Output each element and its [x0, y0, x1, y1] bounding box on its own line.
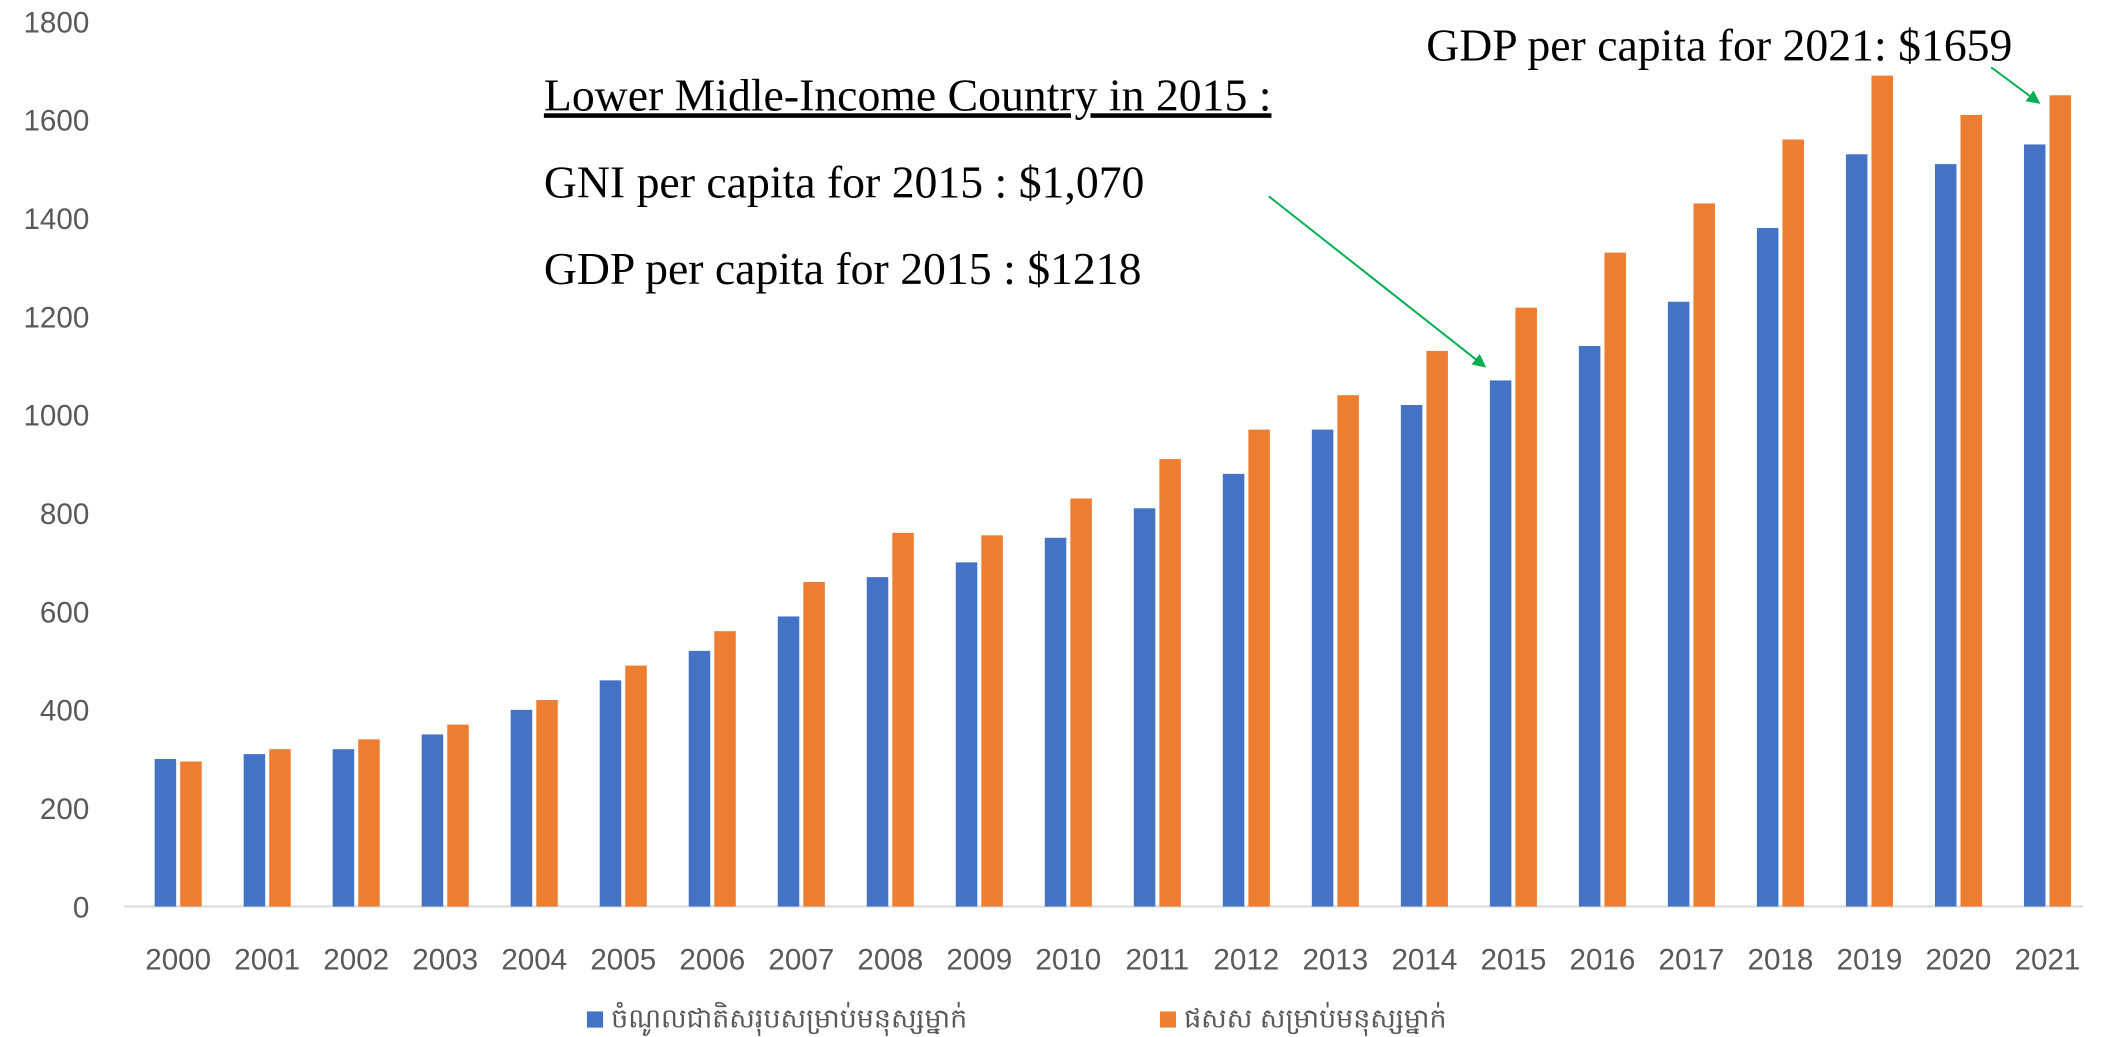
annotation: GDP per capita for 2021: $1659 [1426, 20, 2012, 71]
x-tick-label: 2010 [1035, 944, 1101, 977]
bar [1222, 473, 1245, 907]
x-tick-label: 2000 [145, 944, 211, 977]
legend-swatch [586, 1011, 604, 1028]
y-tick-label: 800 [40, 498, 89, 531]
bar [1489, 380, 1512, 907]
bar [981, 535, 1003, 907]
x-tick-label: 2013 [1302, 944, 1368, 977]
bar [358, 739, 380, 907]
annotation: GDP per capita for 2015 : $1218 [544, 243, 1142, 294]
bar [1515, 307, 1537, 907]
x-tick-label: 2007 [768, 944, 834, 977]
bar [1044, 537, 1067, 907]
x-tick-label: 2015 [1480, 944, 1546, 977]
bar [154, 759, 177, 907]
x-tick-label: 2001 [234, 944, 300, 977]
bar [1400, 405, 1423, 907]
bar [1782, 139, 1804, 907]
bar [1960, 114, 1983, 907]
legend-label: ផសស សម្រាប់មនុស្សម្នាក់ [1184, 1002, 1446, 1037]
bar [599, 680, 622, 907]
y-tick-label: 200 [40, 793, 89, 826]
bar [1133, 508, 1156, 907]
bar [777, 616, 800, 907]
x-tick-label: 2016 [1570, 944, 1636, 977]
bar [510, 709, 533, 907]
bar [803, 582, 825, 907]
x-tick-label: 2019 [1837, 944, 1903, 977]
x-tick-label: 2021 [2015, 944, 2081, 977]
x-tick-label: 2011 [1126, 944, 1190, 977]
bar [332, 749, 355, 907]
arrow [1268, 195, 1487, 368]
x-tick-label: 2002 [323, 944, 389, 977]
bar [1311, 429, 1334, 907]
bar [2023, 144, 2046, 907]
bar [1756, 228, 1779, 907]
bar [1578, 346, 1601, 907]
legend-swatch [1159, 1011, 1177, 1028]
bar [892, 532, 914, 907]
x-tick-label: 2004 [501, 944, 567, 977]
bar [1248, 429, 1270, 907]
x-tick-label: 2005 [590, 944, 656, 977]
x-tick-label: 2003 [412, 944, 478, 977]
bar [536, 700, 558, 907]
bar [421, 734, 444, 907]
y-tick-label: 600 [40, 596, 89, 629]
x-tick-label: 2017 [1659, 944, 1725, 977]
x-tick-label: 2009 [946, 944, 1012, 977]
x-tick-label: 2012 [1213, 944, 1279, 977]
bar [269, 749, 291, 907]
bar [1159, 459, 1181, 907]
y-tick-label: 0 [73, 891, 89, 924]
y-tick-label: 1800 [23, 6, 89, 39]
annotation: Lower Midle-Income Country in 2015 : [544, 69, 1272, 120]
bar [1667, 301, 1690, 907]
x-tick-label: 2014 [1391, 944, 1457, 977]
bar [714, 631, 736, 907]
bar [1337, 395, 1359, 907]
y-tick-label: 1600 [23, 105, 89, 138]
bar [1871, 75, 1894, 907]
bar [1604, 252, 1626, 907]
annotation: GNI per capita for 2015 : $1,070 [544, 157, 1145, 208]
bar [1693, 203, 1715, 907]
bar [955, 562, 978, 907]
bar [866, 577, 889, 907]
bar [688, 650, 711, 907]
bar [447, 724, 469, 907]
y-tick-label: 400 [40, 695, 89, 728]
bar [180, 761, 202, 907]
arrow [1990, 66, 2041, 104]
bar [1426, 350, 1448, 907]
bar [625, 665, 647, 907]
x-tick-label: 2006 [679, 944, 745, 977]
legend-label: ចំណូលជាតិសរុបសម្រាប់មនុស្សម្នាក់ [611, 1002, 967, 1037]
x-tick-label: 2018 [1748, 944, 1814, 977]
bar [1070, 498, 1092, 907]
y-tick-label: 1200 [23, 301, 89, 334]
x-tick-label: 2008 [857, 944, 923, 977]
bar [243, 754, 266, 907]
y-tick-label: 1000 [23, 400, 89, 433]
bar [1845, 154, 1868, 907]
bar [1934, 164, 1957, 907]
x-tick-label: 2020 [1926, 944, 1992, 977]
y-tick-label: 1400 [23, 203, 89, 236]
bar [2049, 95, 2072, 907]
